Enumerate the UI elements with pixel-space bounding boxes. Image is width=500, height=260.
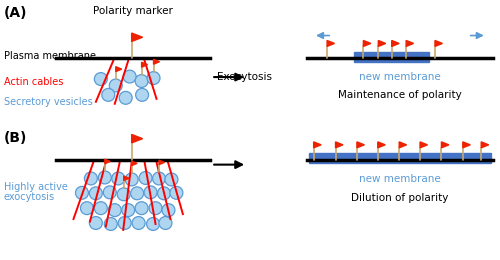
Polygon shape	[105, 159, 110, 164]
Text: Polarity marker: Polarity marker	[93, 6, 173, 16]
Polygon shape	[406, 41, 413, 46]
Text: Maintenance of polarity: Maintenance of polarity	[338, 90, 462, 100]
Circle shape	[125, 173, 138, 186]
Circle shape	[104, 218, 117, 230]
Circle shape	[165, 173, 178, 186]
Circle shape	[90, 187, 102, 200]
Circle shape	[90, 217, 102, 229]
Circle shape	[159, 217, 172, 229]
Circle shape	[162, 204, 175, 217]
Circle shape	[123, 70, 136, 83]
Text: new membrane: new membrane	[359, 173, 441, 184]
Text: new membrane: new membrane	[359, 72, 441, 82]
Circle shape	[102, 88, 115, 101]
Circle shape	[135, 202, 148, 214]
Polygon shape	[314, 142, 321, 148]
Circle shape	[108, 204, 121, 217]
Polygon shape	[154, 59, 160, 64]
Text: Dilution of polarity: Dilution of polarity	[351, 193, 448, 203]
Polygon shape	[336, 142, 343, 148]
Circle shape	[136, 88, 148, 101]
Circle shape	[147, 72, 160, 84]
Polygon shape	[378, 142, 385, 148]
Bar	[309, 153, 490, 163]
Text: Secretory vesicles: Secretory vesicles	[4, 97, 92, 107]
Circle shape	[146, 218, 160, 230]
Polygon shape	[357, 142, 364, 148]
Polygon shape	[116, 67, 121, 72]
Polygon shape	[435, 41, 442, 46]
Polygon shape	[327, 41, 334, 46]
Polygon shape	[142, 62, 148, 67]
Circle shape	[130, 187, 143, 200]
Circle shape	[118, 217, 131, 229]
Circle shape	[135, 75, 148, 87]
Circle shape	[94, 202, 108, 214]
Circle shape	[149, 202, 162, 214]
Circle shape	[158, 187, 170, 200]
Circle shape	[84, 172, 98, 185]
Text: Actin cables: Actin cables	[4, 77, 63, 87]
Text: Exocytosis: Exocytosis	[216, 72, 272, 82]
Circle shape	[80, 202, 94, 214]
Circle shape	[122, 204, 134, 217]
Circle shape	[76, 186, 88, 199]
Circle shape	[144, 186, 157, 199]
Polygon shape	[481, 142, 488, 148]
Circle shape	[94, 73, 108, 86]
Polygon shape	[132, 33, 142, 41]
Polygon shape	[159, 160, 164, 165]
Text: (B): (B)	[4, 131, 27, 145]
Polygon shape	[378, 41, 386, 46]
Circle shape	[170, 186, 183, 199]
Circle shape	[119, 92, 132, 104]
Polygon shape	[463, 142, 470, 148]
Polygon shape	[420, 142, 428, 148]
Polygon shape	[392, 41, 399, 46]
Text: exocytosis: exocytosis	[4, 192, 55, 202]
Text: Highly active: Highly active	[4, 182, 68, 192]
Circle shape	[132, 217, 145, 229]
Polygon shape	[364, 41, 371, 46]
Polygon shape	[124, 176, 129, 180]
Polygon shape	[399, 142, 406, 148]
Text: Plasma membrane: Plasma membrane	[4, 51, 96, 61]
Circle shape	[112, 172, 124, 185]
Circle shape	[104, 186, 116, 199]
Circle shape	[152, 172, 166, 185]
Circle shape	[98, 171, 112, 184]
Circle shape	[110, 79, 122, 92]
Text: (A): (A)	[4, 6, 28, 20]
Polygon shape	[132, 134, 142, 143]
Bar	[354, 52, 429, 62]
Circle shape	[117, 188, 130, 201]
Circle shape	[139, 172, 152, 184]
Polygon shape	[132, 161, 137, 166]
Polygon shape	[442, 142, 449, 148]
